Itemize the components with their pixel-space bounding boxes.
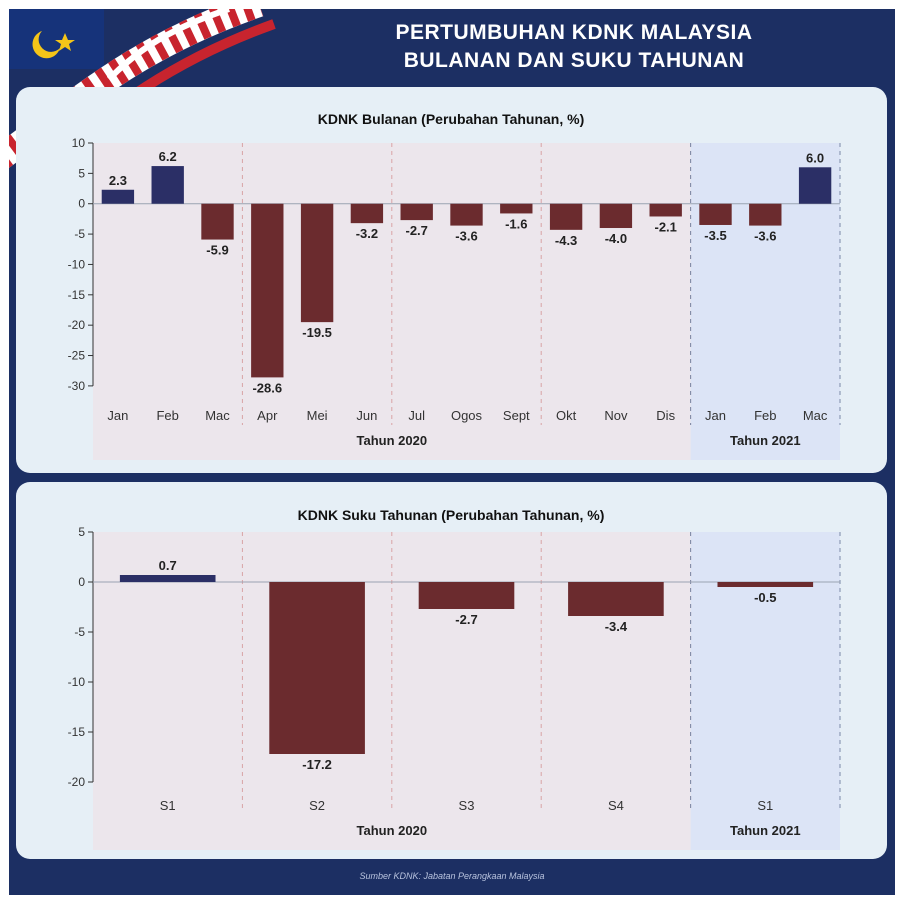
x-category-label: S3 — [459, 798, 475, 813]
y-tick-label: -30 — [68, 379, 86, 393]
bar — [649, 203, 682, 217]
data-label: -2.7 — [455, 612, 477, 627]
quarterly-chart-panel: 5 0 -5 -10 -15 -20 0.7 S1 -17.2 S2 -2.7 S3 -3.4 S4 -0.… — [16, 482, 887, 859]
x-category-label: S2 — [309, 798, 325, 813]
data-label: 2.3 — [109, 173, 127, 188]
bar — [101, 189, 135, 204]
y-tick-label: 0 — [78, 197, 85, 211]
data-label: 0.7 — [159, 558, 177, 573]
x-category-label: S1 — [160, 798, 176, 813]
x-category-label: S4 — [608, 798, 624, 813]
source-note: Sumber KDNK: Jabatan Perangkaan Malaysia — [359, 871, 545, 881]
bar — [568, 582, 664, 616]
data-label: -28.6 — [252, 380, 282, 395]
x-category-label: Jul — [408, 408, 425, 423]
bar — [350, 203, 384, 224]
year-group-label: Tahun 2020 — [357, 823, 428, 838]
year-group-label: Tahun 2021 — [730, 823, 801, 838]
data-label: -19.5 — [302, 325, 332, 340]
data-label: -17.2 — [302, 757, 332, 772]
x-category-label: Mac — [803, 408, 828, 423]
year-group-label: Tahun 2020 — [357, 433, 428, 448]
data-label: -4.3 — [555, 233, 577, 248]
chart-title: KDNK Suku Tahunan (Perubahan Tahunan, %) — [298, 507, 605, 523]
data-label: -4.0 — [605, 231, 627, 246]
monthly-gdp-chart: 10 5 0 -5 -10 -15 -20 -25 -30 2.3 Jan 6.2 Feb -5.9 Mac… — [68, 111, 841, 460]
y-tick-label: -15 — [68, 725, 86, 739]
data-label: 6.0 — [806, 150, 824, 165]
bar — [699, 203, 732, 225]
bar — [717, 582, 814, 587]
data-label: -0.5 — [754, 590, 776, 605]
x-category-label: Mac — [205, 408, 230, 423]
bar — [418, 582, 515, 609]
x-category-label: Sept — [503, 408, 530, 423]
bar — [599, 203, 633, 229]
bar — [119, 575, 216, 582]
bar — [269, 582, 365, 754]
page-title-line1: PERTUMBUHAN KDNK MALAYSIA — [395, 21, 753, 44]
bar — [300, 203, 334, 323]
quarterly-gdp-chart: 5 0 -5 -10 -15 -20 0.7 S1 -17.2 S2 -2.7 S3 -3.4 S4 -0.… — [68, 507, 841, 850]
y-tick-label: -10 — [68, 675, 86, 689]
data-label: -2.1 — [654, 219, 676, 234]
y-tick-label: -25 — [68, 349, 86, 363]
x-category-label: Feb — [754, 408, 776, 423]
x-category-label: Apr — [257, 408, 278, 423]
x-category-label: S1 — [757, 798, 773, 813]
x-category-label: Nov — [604, 408, 628, 423]
data-label: 6.2 — [159, 149, 177, 164]
bar — [251, 203, 284, 378]
y-tick-label: -10 — [68, 257, 86, 271]
data-label: -3.6 — [455, 229, 477, 244]
y-tick-label: -15 — [68, 288, 86, 302]
y-tick-label: -20 — [68, 775, 86, 789]
data-label: -3.5 — [704, 228, 726, 243]
y-tick-label: 5 — [78, 166, 85, 180]
x-category-label: Okt — [556, 408, 577, 423]
y-tick-label: -20 — [68, 318, 86, 332]
data-label: -3.4 — [605, 619, 628, 634]
data-label: -3.2 — [356, 226, 378, 241]
data-label: -1.6 — [505, 216, 527, 231]
monthly-chart-panel: 10 5 0 -5 -10 -15 -20 -25 -30 2.3 Jan 6.2 Feb -5.9 Mac… — [16, 87, 887, 473]
bar — [450, 203, 483, 226]
x-category-label: Ogos — [451, 408, 483, 423]
y-tick-label: -5 — [74, 625, 85, 639]
y-tick-label: 5 — [78, 525, 85, 539]
x-category-label: Jan — [107, 408, 128, 423]
x-category-label: Jun — [356, 408, 377, 423]
x-category-label: Feb — [156, 408, 178, 423]
x-category-label: Mei — [307, 408, 328, 423]
chart-title: KDNK Bulanan (Perubahan Tahunan, %) — [318, 111, 585, 127]
data-label: -5.9 — [206, 243, 228, 258]
bar — [549, 203, 583, 230]
year-group-label: Tahun 2021 — [730, 433, 801, 448]
bar — [798, 167, 832, 204]
infographic-frame: PERTUMBUHAN KDNK MALAYSIA BULANAN DAN SU… — [9, 9, 895, 895]
bar — [400, 203, 433, 221]
data-label: -3.6 — [754, 229, 776, 244]
bar — [151, 166, 184, 204]
y-tick-label: 10 — [72, 136, 86, 150]
page-title-line2: BULANAN DAN SUKU TAHUNAN — [403, 49, 745, 72]
bar — [201, 203, 234, 240]
x-category-label: Jan — [705, 408, 726, 423]
x-category-label: Dis — [656, 408, 675, 423]
bar — [749, 203, 782, 226]
bar — [500, 203, 533, 214]
y-tick-label: 0 — [78, 575, 85, 589]
y-tick-label: -5 — [74, 227, 85, 241]
data-label: -2.7 — [405, 223, 427, 238]
